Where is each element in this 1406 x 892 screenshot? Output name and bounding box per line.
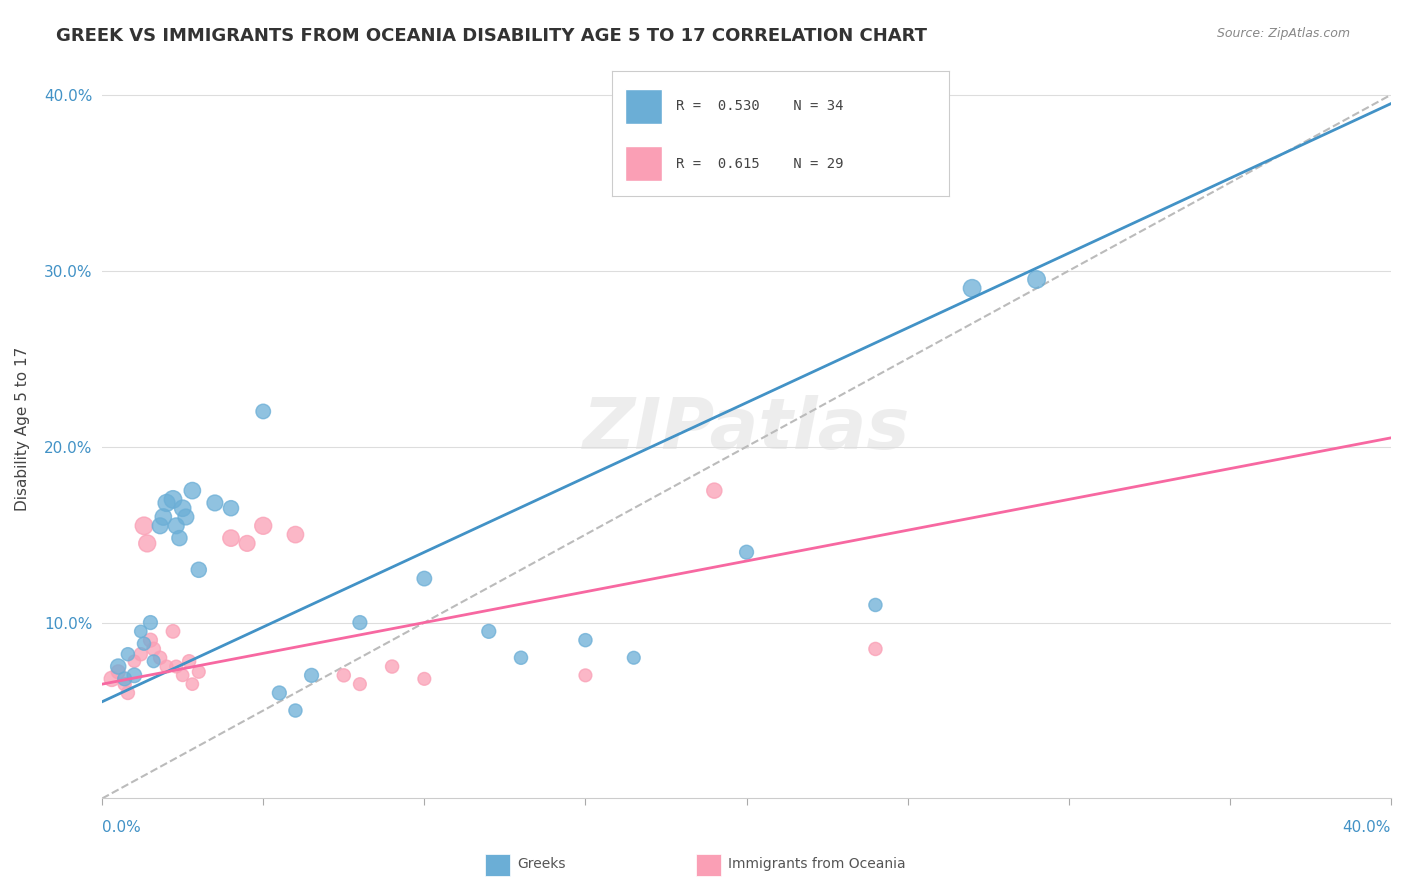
Point — [349, 615, 371, 630]
Point — [478, 624, 501, 639]
Point — [284, 527, 307, 541]
Point — [574, 633, 596, 648]
Point — [142, 642, 165, 657]
Point — [181, 483, 204, 498]
Point — [865, 598, 887, 612]
Text: ZIPatlas: ZIPatlas — [583, 394, 910, 464]
Text: 40.0%: 40.0% — [1343, 820, 1391, 835]
Y-axis label: Disability Age 5 to 17: Disability Age 5 to 17 — [15, 347, 30, 511]
Text: R =  0.615    N = 29: R = 0.615 N = 29 — [676, 157, 844, 170]
Point — [124, 668, 146, 682]
Point — [172, 501, 194, 516]
FancyBboxPatch shape — [626, 146, 662, 181]
Point — [117, 647, 139, 661]
Point — [574, 668, 596, 682]
Point — [284, 704, 307, 718]
Point — [155, 659, 177, 673]
Point — [129, 624, 152, 639]
Point — [179, 654, 201, 668]
Point — [413, 572, 436, 586]
Point — [169, 531, 191, 545]
Point — [172, 668, 194, 682]
FancyBboxPatch shape — [626, 89, 662, 124]
Point — [174, 510, 197, 524]
Point — [301, 668, 323, 682]
Point — [107, 659, 129, 673]
Point — [132, 637, 155, 651]
Point — [960, 281, 983, 295]
Point — [117, 686, 139, 700]
Text: GREEK VS IMMIGRANTS FROM OCEANIA DISABILITY AGE 5 TO 17 CORRELATION CHART: GREEK VS IMMIGRANTS FROM OCEANIA DISABIL… — [56, 27, 927, 45]
Point — [381, 659, 404, 673]
Text: 0.0%: 0.0% — [103, 820, 141, 835]
Point — [204, 496, 226, 510]
Point — [162, 624, 184, 639]
Point — [136, 536, 159, 550]
Point — [181, 677, 204, 691]
Text: Source: ZipAtlas.com: Source: ZipAtlas.com — [1216, 27, 1350, 40]
Point — [155, 496, 177, 510]
Point — [162, 492, 184, 507]
Point — [187, 563, 209, 577]
Point — [139, 633, 162, 648]
Text: Greeks: Greeks — [517, 857, 565, 871]
Point — [152, 510, 174, 524]
Text: R =  0.530    N = 34: R = 0.530 N = 34 — [676, 99, 844, 113]
Point — [165, 659, 187, 673]
Point — [623, 650, 645, 665]
Point — [252, 404, 274, 418]
Point — [236, 536, 259, 550]
Point — [252, 518, 274, 533]
Point — [149, 650, 172, 665]
Text: Immigrants from Oceania: Immigrants from Oceania — [728, 857, 905, 871]
Point — [219, 501, 242, 516]
Point — [142, 654, 165, 668]
Point — [269, 686, 291, 700]
Point — [413, 672, 436, 686]
Point — [165, 518, 187, 533]
Point — [132, 518, 155, 533]
Point — [139, 615, 162, 630]
Point — [333, 668, 356, 682]
Point — [187, 665, 209, 679]
Point — [129, 647, 152, 661]
Point — [510, 650, 533, 665]
Point — [703, 483, 725, 498]
Point — [219, 531, 242, 545]
Point — [1025, 272, 1047, 286]
Point — [101, 672, 124, 686]
Point — [149, 518, 172, 533]
Point — [114, 677, 136, 691]
Point — [124, 654, 146, 668]
Point — [107, 665, 129, 679]
Point — [735, 545, 758, 559]
Point — [349, 677, 371, 691]
Point — [114, 672, 136, 686]
Point — [865, 642, 887, 657]
